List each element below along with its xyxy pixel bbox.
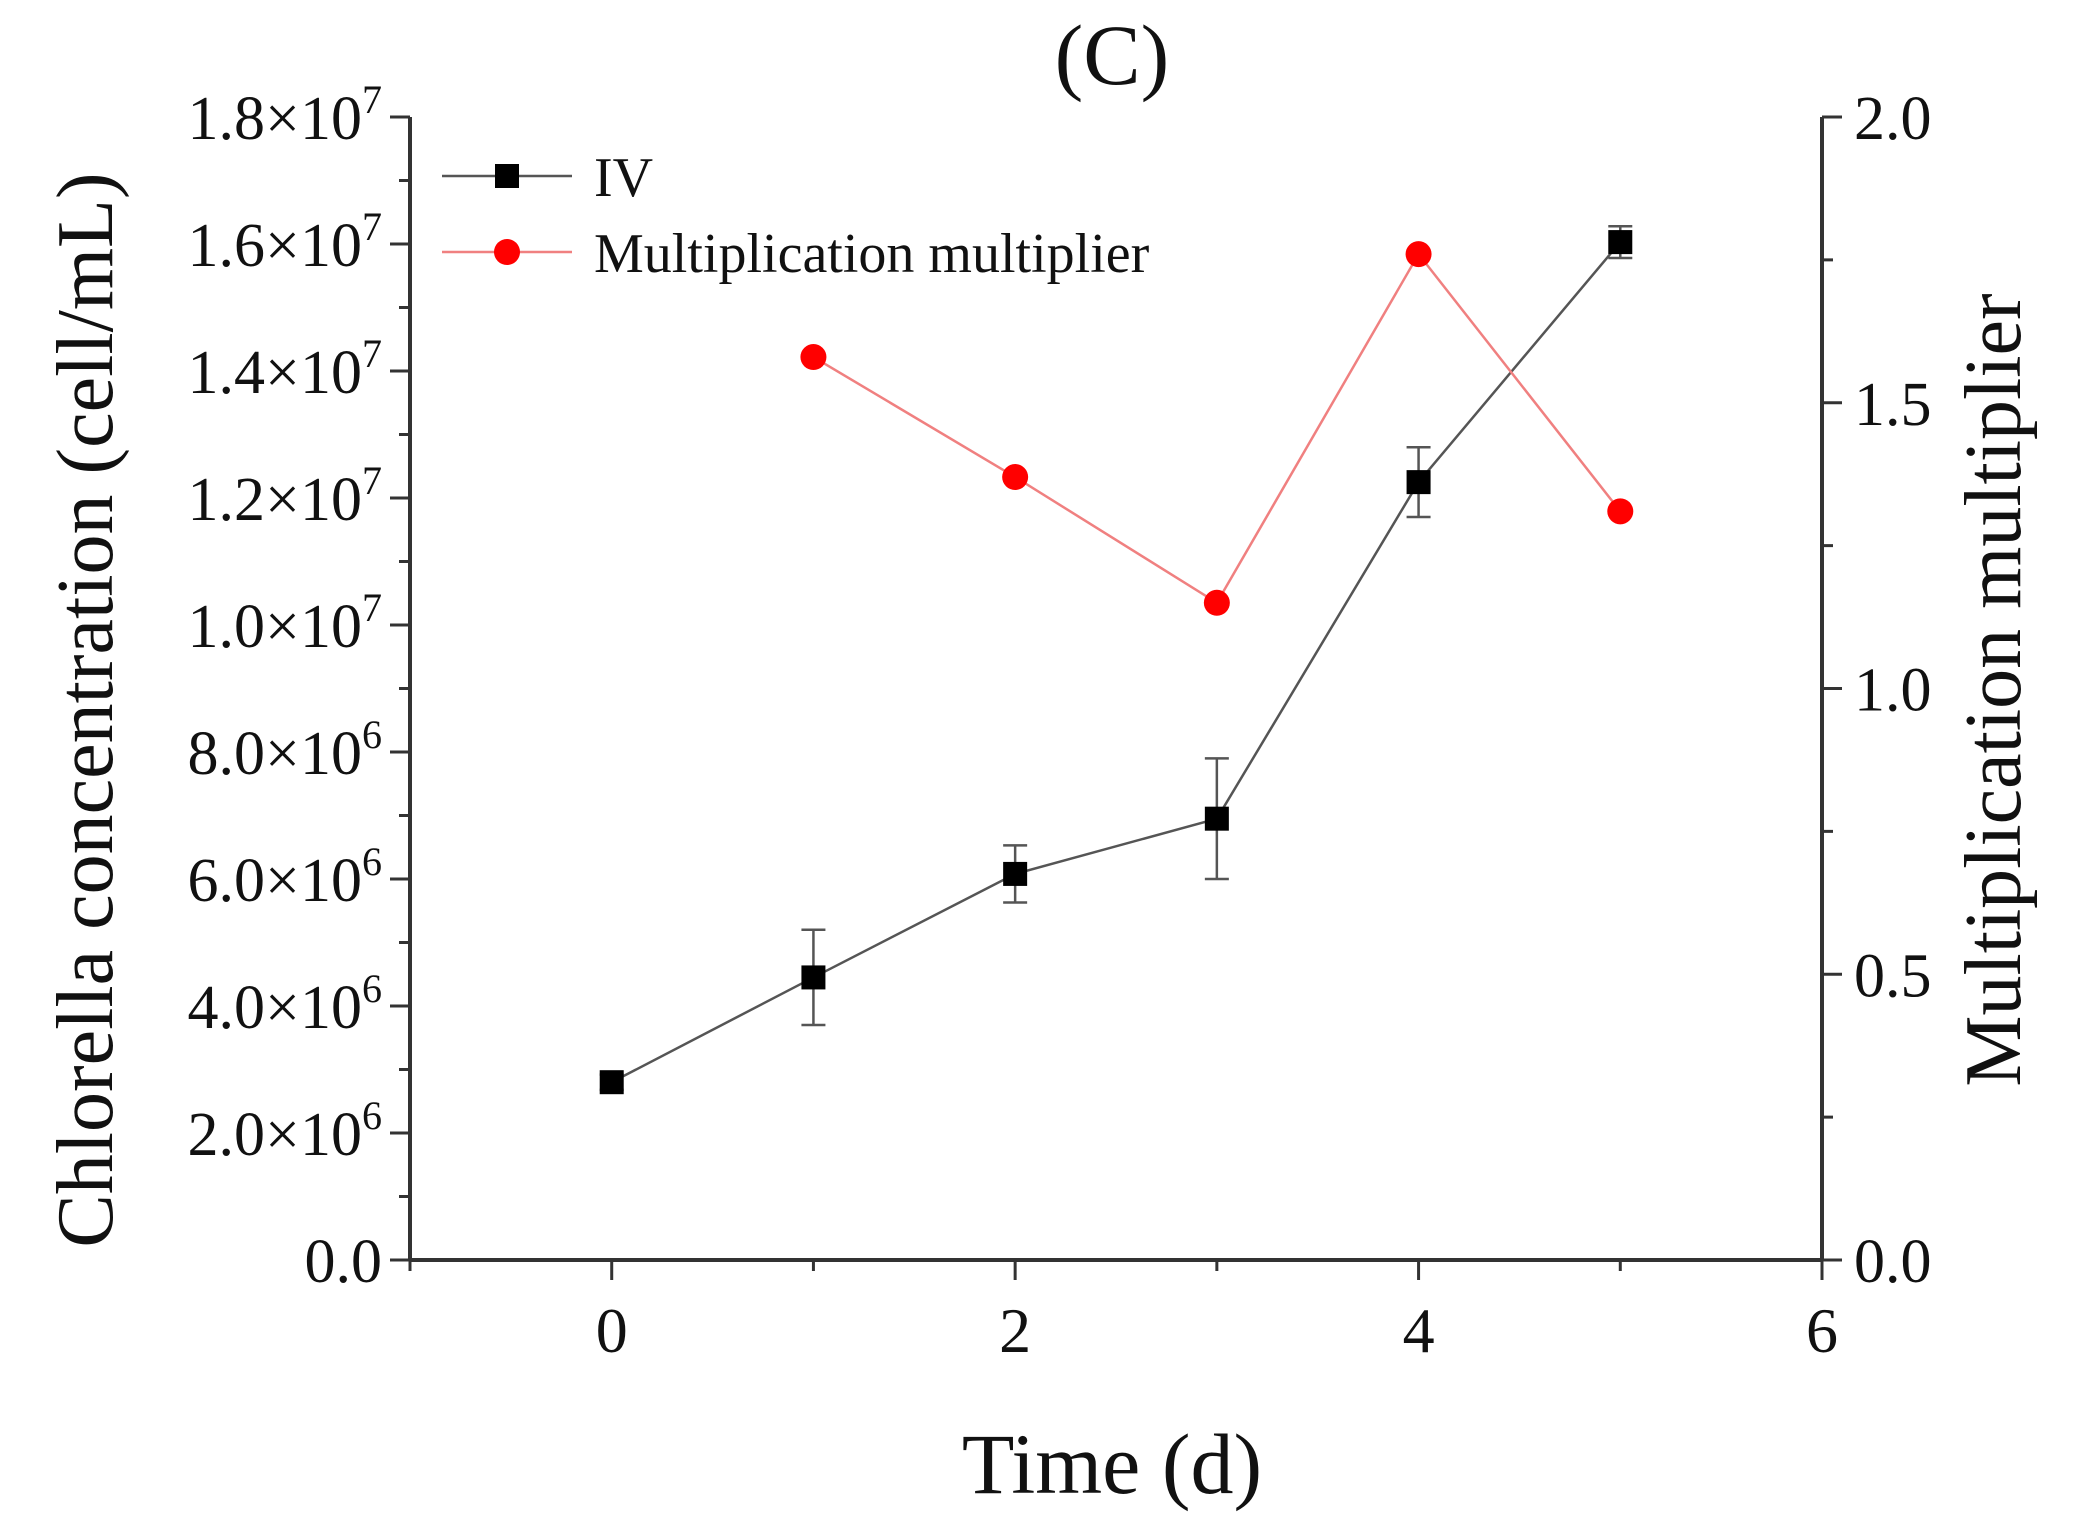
axes-layer: 0 2 4 60.02.0×1064.0×1066.0×1068.0×1061.0×1…	[188, 77, 1932, 1366]
data-point-circle	[1002, 464, 1029, 491]
y-left-tick-mantissa: 1.8×10	[188, 85, 362, 153]
y-left-tick-exponent: 6	[362, 712, 382, 757]
data-point-circle	[1405, 241, 1432, 268]
y-left-tick-label: 1.2×107	[188, 458, 382, 534]
legend-label-0: IV	[594, 147, 653, 209]
y-left-tick-exponent: 6	[362, 1093, 382, 1138]
y-left-tick-label: 2.0×106	[188, 1093, 382, 1169]
y-left-tick-mantissa: 1.0×10	[188, 593, 362, 661]
y-axis-right-label: Multiplication multiplier	[1950, 293, 2038, 1086]
y-left-tick-mantissa: 4.0×10	[188, 974, 362, 1042]
y-left-tick-label: 1.4×107	[188, 331, 382, 407]
y-left-tick-exponent: 6	[362, 966, 382, 1011]
y-right-tick-label: 2.0	[1854, 85, 1932, 153]
series-line-1	[812, 251, 1622, 605]
y-left-tick-mantissa: 6.0×10	[188, 847, 362, 915]
legend: IV Multiplication multiplier	[442, 147, 1150, 285]
y-left-tick-label: 4.0×106	[188, 966, 382, 1042]
legend-marker-square	[495, 164, 519, 188]
legend-marker-circle	[494, 239, 520, 265]
y-left-tick-label: 6.0×106	[188, 839, 382, 915]
y-left-tick-mantissa: 1.2×10	[188, 466, 362, 534]
data-point-circle	[1607, 498, 1634, 525]
data-point-square	[1608, 230, 1633, 255]
y-left-tick-label: 8.0×106	[188, 712, 382, 788]
y-axis-left-label: Chlorella concentration (cell/mL)	[42, 172, 130, 1247]
y-left-tick-mantissa: 2.0×10	[188, 1101, 362, 1169]
data-point-square	[599, 1070, 624, 1095]
y-right-tick-label: 0.5	[1854, 942, 1932, 1010]
y-right-tick-label: 1.0	[1854, 657, 1932, 725]
y-left-tick-exponent: 6	[362, 839, 382, 884]
legend-label-1: Multiplication multiplier	[594, 223, 1150, 285]
x-tick-label: 6	[1806, 1295, 1838, 1366]
x-tick-label: 0	[596, 1295, 628, 1366]
data-point-square	[1204, 806, 1229, 831]
x-tick-label: 4	[1403, 1295, 1435, 1366]
y-left-tick-exponent: 7	[362, 331, 382, 376]
y-left-tick-mantissa: 1.6×10	[188, 212, 362, 280]
data-point-square	[1003, 861, 1028, 886]
y-left-tick-label: 1.8×107	[188, 77, 382, 153]
y-left-tick-label: 0.0	[305, 1228, 383, 1296]
y-left-tick-exponent: 7	[362, 77, 382, 122]
y-left-tick-mantissa: 0.0	[305, 1228, 383, 1296]
x-tick-label: 2	[999, 1295, 1031, 1366]
y-left-tick-mantissa: 1.4×10	[188, 339, 362, 407]
data-point-circle	[800, 344, 827, 371]
y-left-tick-exponent: 7	[362, 585, 382, 630]
panel-label: (C)	[1055, 7, 1170, 103]
y-left-tick-label: 1.6×107	[188, 204, 382, 280]
y-right-tick-label: 0.0	[1854, 1228, 1932, 1296]
y-left-tick-mantissa: 8.0×10	[188, 720, 362, 788]
y-right-tick-label: 1.5	[1854, 371, 1932, 439]
data-point-circle	[1203, 589, 1230, 616]
y-left-tick-exponent: 7	[362, 204, 382, 249]
series-line-0	[611, 241, 1622, 1084]
y-left-tick-exponent: 7	[362, 458, 382, 503]
y-left-tick-label: 1.0×107	[188, 585, 382, 661]
data-point-square	[801, 965, 826, 990]
data-point-square	[1406, 470, 1431, 495]
x-axis-label: Time (d)	[962, 1416, 1262, 1512]
series-layer	[599, 224, 1634, 1095]
